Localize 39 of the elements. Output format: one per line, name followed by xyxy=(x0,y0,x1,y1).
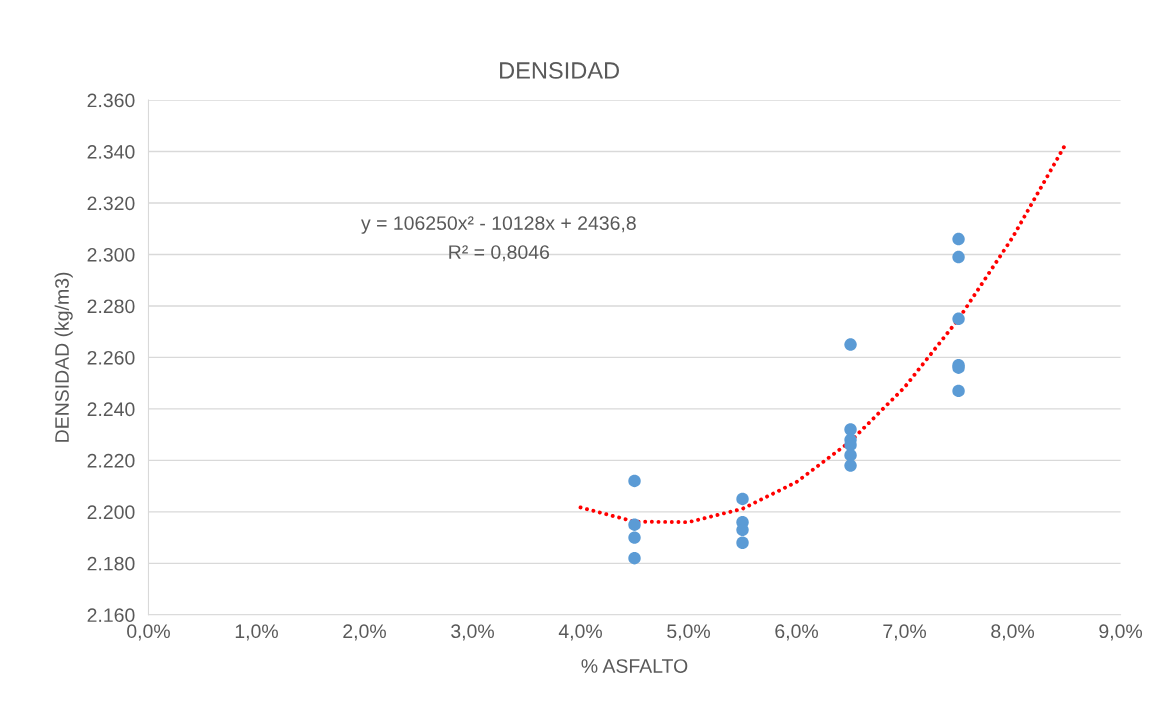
annotation: y = 106250x² - 10128x + 2436,8 xyxy=(361,216,636,234)
chart-title: DENSIDAD xyxy=(500,62,619,79)
y-tick-label: 2.220 xyxy=(87,453,135,468)
point xyxy=(952,312,965,326)
point xyxy=(628,474,641,488)
point xyxy=(844,459,857,472)
x-tick-label: 8,0% xyxy=(991,624,1035,641)
point xyxy=(628,551,641,565)
y-tick-label: 2.320 xyxy=(87,196,135,211)
x-axis-title: % ASFALTO xyxy=(581,659,688,673)
x-tick-label: 5,0% xyxy=(667,624,710,641)
y-tick-label: 2.360 xyxy=(87,93,135,108)
point xyxy=(736,492,749,506)
y-tick-label: 2.240 xyxy=(87,402,135,417)
x-tick-label: 0,0% xyxy=(127,624,170,641)
x-tick-label: 2,0% xyxy=(343,624,386,641)
y-tick-label: 2.180 xyxy=(87,556,135,571)
point xyxy=(844,423,857,436)
y-tick-label: 2.280 xyxy=(87,299,135,314)
x-tick-label: 6,0% xyxy=(775,624,818,641)
point xyxy=(628,518,641,531)
y-tick-label: 2.300 xyxy=(87,247,135,262)
y-axis-title: DENSIDAD (kg/m3) xyxy=(54,272,73,442)
point xyxy=(952,232,965,246)
point xyxy=(844,338,857,351)
point xyxy=(628,531,641,544)
y-tick-label: 2.160 xyxy=(87,608,135,623)
x-tick-label: 9,0% xyxy=(1099,624,1143,641)
point xyxy=(952,250,965,264)
point xyxy=(736,536,749,549)
y-tick-label: 2.340 xyxy=(87,144,135,159)
x-tick-label: 7,0% xyxy=(883,624,927,641)
y-tick-label: 2.200 xyxy=(87,505,135,520)
x-tick-label: 3,0% xyxy=(451,624,494,641)
y-tick-label: 2.260 xyxy=(87,350,135,365)
point xyxy=(952,384,965,398)
x-tick-label: 4,0% xyxy=(558,624,602,641)
annotation: R² = 0,8046 xyxy=(449,245,550,262)
x-tick-label: 1,0% xyxy=(235,624,278,641)
